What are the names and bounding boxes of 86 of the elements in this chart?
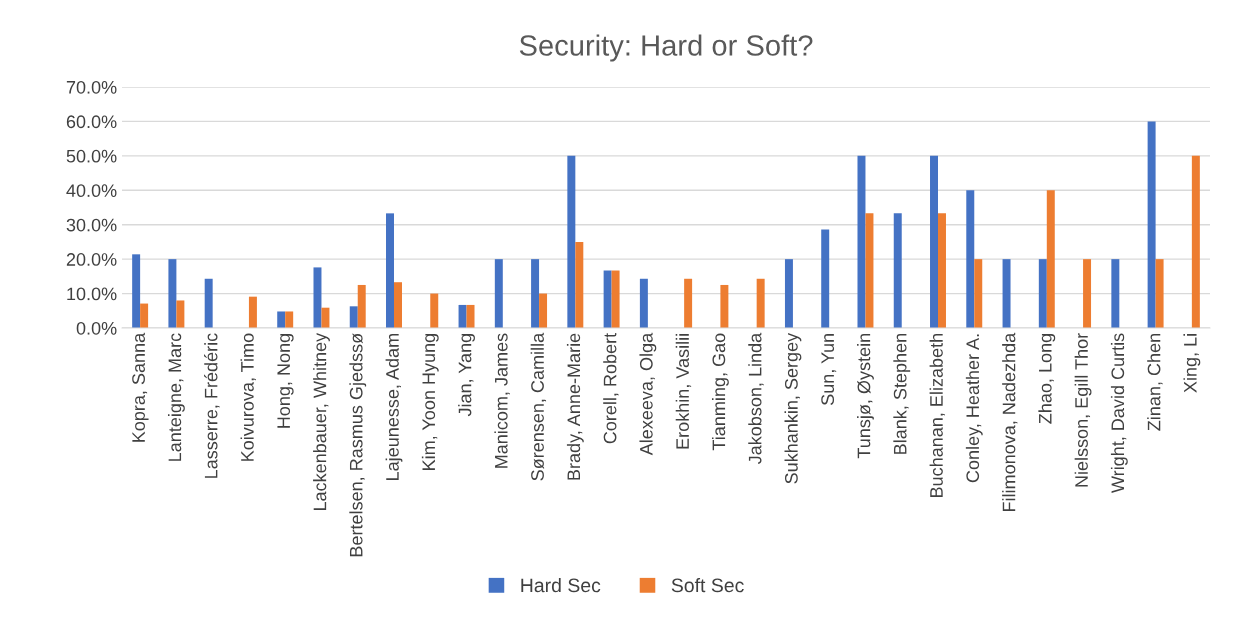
bar (865, 213, 874, 328)
x-tick-label: Alexeeva, Olga (639, 332, 657, 456)
bar (349, 306, 358, 328)
bar (458, 304, 467, 328)
bar (204, 278, 213, 328)
x-tick-label: Jakobson, Linda (748, 332, 764, 465)
bar (1147, 121, 1156, 328)
x-tick-label: Brady, Anne-Marie (566, 333, 584, 480)
bar (285, 311, 294, 328)
bar (430, 293, 439, 328)
legend-label: Hard Sec (521, 577, 601, 593)
bar (466, 304, 475, 328)
x-tick-label: Lackenbauer, Whitney (313, 332, 330, 511)
x-tick-label: Wright, David Curtis (1110, 333, 1128, 493)
x-tick-label: Kim, Yoon Hyung (421, 334, 439, 470)
chart-title: Security: Hard or Soft? (519, 34, 813, 62)
x-tick-label: Blank, Stephen (893, 334, 911, 454)
bar (531, 259, 540, 328)
bar (938, 213, 946, 328)
bar (1155, 259, 1164, 328)
bar (1111, 259, 1120, 328)
x-tick-label: Xing, Li (1183, 334, 1201, 393)
bar (539, 293, 548, 328)
x-tick-label: Zinan, Chen (1147, 334, 1163, 431)
x-tick-label: Conley, Heather A. (965, 334, 983, 483)
x-tick-label: Kopra, Sanna (132, 332, 149, 442)
bar (567, 155, 576, 328)
x-tick-label: Bertelsen, Rasmus Gjedssø (349, 333, 367, 557)
bar (930, 155, 938, 328)
x-tick-label: Manicom, James (494, 333, 510, 468)
x-tick-label: Lasserre, Frédéric (204, 333, 220, 478)
bar (974, 259, 983, 328)
bar (893, 213, 902, 328)
bar (639, 278, 648, 328)
bar (321, 307, 330, 328)
bar (684, 278, 693, 328)
y-tick-label: 60.0% (66, 115, 117, 129)
bar (857, 155, 866, 328)
bar (720, 284, 729, 328)
bar (821, 229, 830, 328)
bar (1191, 155, 1200, 328)
y-tick-label: 10.0% (67, 287, 117, 301)
x-tick-label: Jian, Yang (458, 334, 475, 417)
x-tick-label: Corell, Robert (603, 332, 619, 444)
bar (784, 259, 793, 328)
y-tick-label: 20.0% (66, 253, 117, 266)
bar (575, 241, 584, 328)
bar (1002, 259, 1011, 328)
x-tick-label: Nielsson, Egill Thor (1074, 333, 1092, 487)
bar (611, 270, 620, 328)
x-tick-label: Sørensen, Camilla (530, 332, 547, 481)
bar (386, 213, 394, 328)
legend-label: Soft Sec (671, 578, 744, 593)
bar (1046, 190, 1055, 328)
x-tick-label: Koivurova, Timo (240, 333, 256, 461)
x-tick-label: Tianming, Gao (711, 333, 729, 451)
bar (248, 296, 257, 328)
bar (756, 278, 765, 328)
bar (1038, 259, 1047, 328)
bar (140, 303, 149, 328)
y-tick-label: 40.0% (66, 184, 117, 198)
y-tick-label: 0.0% (76, 321, 117, 335)
x-tick-label: Sun, Yun (821, 334, 837, 406)
x-tick-label: Hong, Nong (277, 334, 294, 428)
x-tick-label: Lanteigne, Marc (167, 333, 185, 461)
bar (966, 190, 975, 328)
x-tick-label: Tunsjø, Øystein (857, 334, 874, 459)
x-tick-label: Zhao, Long (1038, 334, 1056, 424)
x-tick-label: Sukhankin, Sergey (784, 332, 802, 484)
x-tick-label: Erokhin, Vasilii (675, 334, 692, 449)
x-tick-label: Lajeunesse, Adam (385, 334, 403, 480)
bar (176, 300, 185, 328)
x-tick-label: Filimonova, Nadezhda (1002, 332, 1018, 512)
bar (357, 284, 366, 328)
bar (168, 259, 177, 328)
bar (277, 311, 286, 328)
bar (1083, 259, 1092, 328)
x-tick-label: Buchanan, Elizabeth (929, 334, 945, 497)
bar (394, 282, 402, 328)
y-tick-label: 70.0% (66, 80, 117, 94)
y-tick-label: 30.0% (66, 218, 117, 232)
bar (313, 267, 322, 328)
y-tick-label: 50.0% (66, 149, 117, 163)
bar (132, 254, 141, 328)
bar (494, 259, 503, 328)
bar (603, 270, 612, 328)
